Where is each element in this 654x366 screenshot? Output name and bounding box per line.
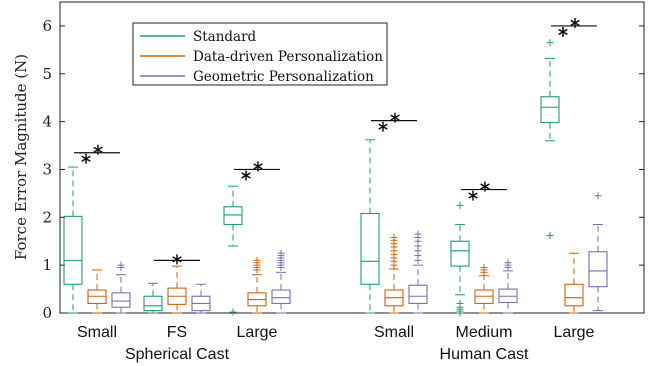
box-1-0 xyxy=(87,269,107,314)
y-tick-label: 3 xyxy=(42,160,52,178)
legend-label: Geometric Personalization xyxy=(193,69,374,85)
iqr-box xyxy=(360,212,380,285)
x-tick-label: Small xyxy=(77,324,117,341)
box-2-1 xyxy=(191,283,211,314)
y-axis-ticks: 0 1 2 3 4 5 6 xyxy=(42,17,644,322)
box-0-4 xyxy=(450,201,470,317)
x-tick-label: Large xyxy=(237,324,278,341)
iqr-box xyxy=(63,215,83,285)
iqr-box xyxy=(271,289,291,304)
box-0-2 xyxy=(223,185,243,316)
y-tick-label: 0 xyxy=(42,304,52,322)
legend-label: Data-driven Personalization xyxy=(193,49,383,65)
sig-star-stroke xyxy=(480,183,490,190)
box-0-0 xyxy=(63,166,83,314)
iqr-box xyxy=(588,251,608,288)
sig-star-stroke xyxy=(172,256,182,263)
box-2-5 xyxy=(588,192,608,312)
box-0-3 xyxy=(360,139,380,314)
box-1-2 xyxy=(247,256,267,314)
x-tick-label: Medium xyxy=(456,324,513,341)
box-2-0 xyxy=(111,261,131,314)
y-tick-label: 1 xyxy=(42,256,52,274)
x-tick-label: Large xyxy=(554,324,595,341)
y-axis-label: Force Error Magnitude (N) xyxy=(12,54,30,260)
sig-star-stroke xyxy=(390,114,400,121)
box-2-3 xyxy=(408,230,428,314)
sig-star-stroke xyxy=(468,192,478,199)
iqr-box xyxy=(223,206,243,226)
significance-markers xyxy=(74,17,597,265)
x-axis-labels: Small FS Large Small Medium Large Spherical Ca… xyxy=(77,324,595,363)
significance-1 xyxy=(154,254,200,265)
box-2-2 xyxy=(271,249,291,314)
significance-4 xyxy=(461,181,507,201)
sig-star-stroke xyxy=(378,123,388,130)
box-1-1 xyxy=(167,265,187,314)
sig-star-stroke xyxy=(241,172,251,179)
significance-2 xyxy=(234,161,280,181)
significance-0 xyxy=(74,144,120,164)
iqr-box xyxy=(408,284,428,304)
iqr-box xyxy=(564,283,584,307)
legend-box xyxy=(132,22,388,86)
x-tick-label: Small xyxy=(374,324,414,341)
y-tick-label: 5 xyxy=(42,65,52,83)
iqr-box xyxy=(143,295,163,312)
significance-3 xyxy=(371,112,417,132)
group-label: Spherical Cast xyxy=(125,346,230,363)
box-0-1 xyxy=(143,282,163,314)
y-tick-label: 2 xyxy=(42,208,52,226)
significance-5 xyxy=(551,17,597,37)
y-tick-label: 4 xyxy=(42,113,52,131)
iqr-box xyxy=(450,240,470,267)
sig-star-stroke xyxy=(558,28,568,36)
sig-star-stroke xyxy=(253,163,263,170)
iqr-box xyxy=(111,292,131,308)
iqr-box xyxy=(540,96,560,124)
box-series xyxy=(63,39,608,317)
x-tick-label: FS xyxy=(167,324,187,341)
sig-star-stroke xyxy=(81,155,91,162)
legend-label: Standard xyxy=(193,29,257,45)
box-1-5 xyxy=(564,252,584,314)
sig-star-stroke xyxy=(93,146,103,153)
box-1-4 xyxy=(474,264,494,314)
box-2-4 xyxy=(498,259,518,314)
box-1-3 xyxy=(384,233,404,314)
box-0-5 xyxy=(540,39,560,239)
sig-star-stroke xyxy=(570,19,580,27)
legend: Standard Data-driven Personalization Geome… xyxy=(132,22,388,86)
group-label: Human Cast xyxy=(440,346,529,363)
y-tick-label: 6 xyxy=(42,17,52,35)
